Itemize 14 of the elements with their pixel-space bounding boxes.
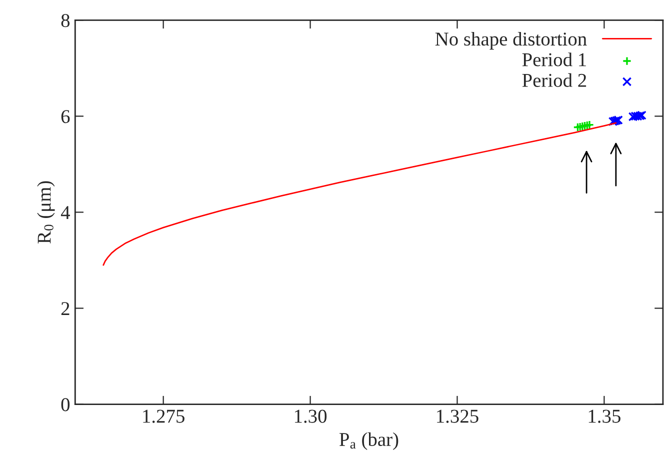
y-tick-label: 8 bbox=[61, 14, 70, 28]
y-tick-label: 2 bbox=[61, 302, 70, 315]
x-axis-title: P$_{a}$ (bar) bbox=[339, 432, 398, 450]
x-tick-label: 1.30 bbox=[294, 410, 327, 423]
y-tick-label: 6 bbox=[61, 110, 70, 124]
legend-label: No shape distortion bbox=[435, 32, 587, 50]
y-axis-title: R$_{0}$ (μm) bbox=[37, 181, 55, 244]
x-tick-label: 1.325 bbox=[437, 410, 478, 423]
x-tick-label: 1.275 bbox=[143, 410, 184, 423]
y-tick-label: 4 bbox=[60, 206, 70, 219]
legend-label: Period 2 bbox=[522, 73, 586, 87]
x-tick-label: 1.35 bbox=[588, 410, 620, 423]
y-tick-label: 0 bbox=[61, 398, 70, 412]
legend-label: Period 1 bbox=[522, 52, 586, 66]
